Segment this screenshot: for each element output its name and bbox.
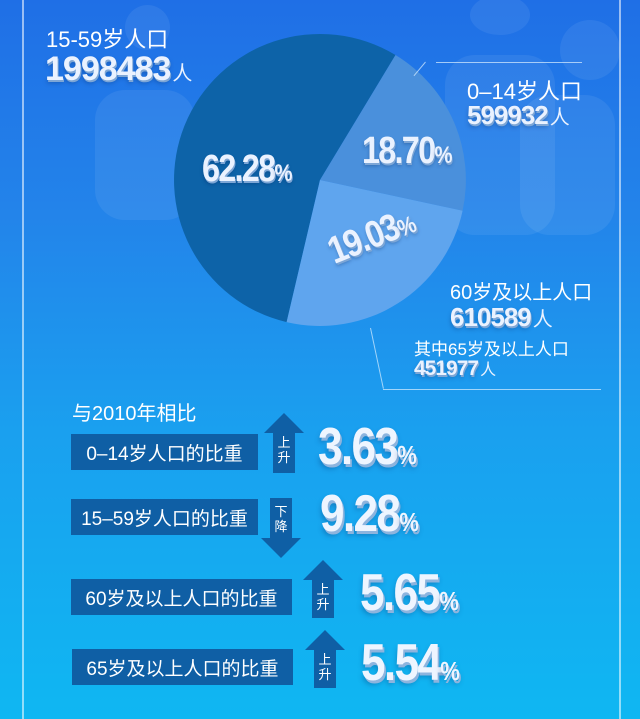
label-children-count: 599932 人 (467, 100, 570, 130)
label-working-age-title: 15-59岁人口 (46, 27, 169, 52)
label-elderly-count: 610589 人 (450, 302, 553, 332)
bg-figure-head (470, 0, 530, 35)
label-working-age-count: 1998483 人 (45, 50, 193, 88)
comparison-value: 3.63% (318, 418, 417, 476)
pct-children: 18.70% (362, 130, 453, 172)
leader-line-elderly (383, 389, 601, 390)
label-children-title: 0–14岁人口 (467, 79, 582, 104)
right-frame-line (619, 0, 621, 719)
pie-slice-working-age (174, 33, 396, 323)
comparison-row-label: 0–14岁人口的比重 (71, 434, 258, 470)
pct-working-age: 62.28% (202, 148, 293, 190)
comparison-row-label: 65岁及以上人口的比重 (72, 649, 293, 685)
leader-line-children (436, 62, 582, 63)
comparison-row-label: 60岁及以上人口的比重 (71, 579, 292, 615)
leader-line-elderly (370, 327, 384, 389)
up-arrow-icon: 上升 (305, 630, 345, 688)
label-elderly65-count: 451977 人 (414, 357, 497, 380)
up-arrow-icon: 上升 (264, 413, 304, 473)
left-frame-line (22, 0, 24, 719)
comparison-title: 与2010年相比 (72, 403, 197, 425)
bg-figure-head (560, 20, 620, 80)
comparison-row-label: 15–59岁人口的比重 (71, 499, 258, 535)
label-elderly-title: 60岁及以上人口 (450, 282, 593, 304)
pie-slice-children (320, 55, 466, 211)
up-arrow-icon: 上升 (303, 560, 343, 618)
comparison-value: 5.65% (360, 564, 459, 622)
bg-figure-head (125, 5, 170, 50)
comparison-value: 9.28% (320, 485, 419, 543)
down-arrow-icon: 下降 (261, 498, 301, 558)
comparison-value: 5.54% (361, 634, 460, 692)
pie-slice-elderly (286, 180, 463, 326)
label-elderly65-title: 其中65岁及以上人口 (414, 340, 569, 359)
population-pie-chart (174, 33, 466, 326)
bg-figure-body (520, 95, 615, 235)
